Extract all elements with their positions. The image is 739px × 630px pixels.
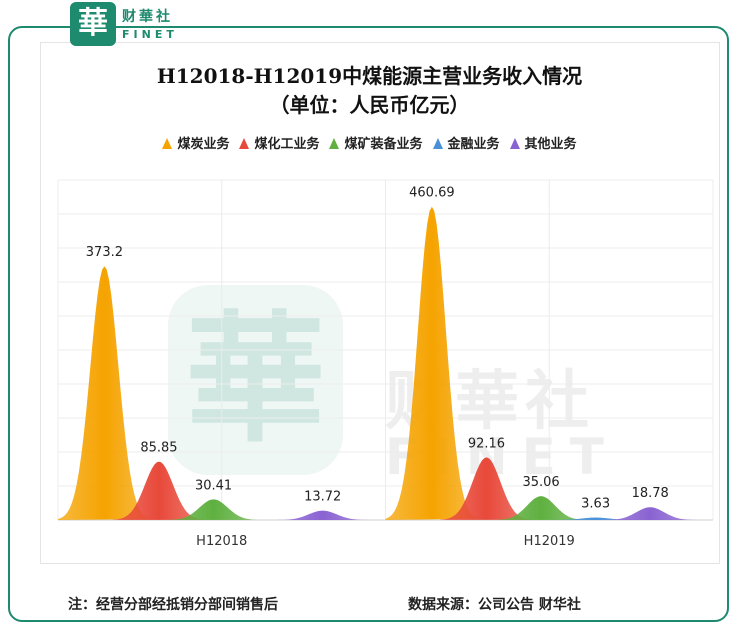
legend-label: 煤化工业务 xyxy=(254,137,320,152)
brand-name-en: FINET xyxy=(122,28,178,41)
data-label: 18.78 xyxy=(632,486,669,501)
peak-H12018-2 xyxy=(167,499,260,520)
data-label: 30.41 xyxy=(195,478,232,493)
plot-panel xyxy=(40,42,720,564)
peak-H12019-2 xyxy=(494,496,588,520)
footnote: 注：经营分部经抵销分部间销售后 xyxy=(68,597,278,613)
legend-item-0[interactable]: 煤炭业务 xyxy=(162,133,229,152)
brand-name: 财華社 FINET xyxy=(122,6,178,41)
legend-item-4[interactable]: 其他业务 xyxy=(509,133,577,152)
legend-label: 其他业务 xyxy=(524,137,577,152)
peak-H12019-4 xyxy=(603,507,697,520)
chart-title: H12018-H12019中煤能源主营业务收入情况 xyxy=(156,64,583,88)
legend-marker-icon xyxy=(239,138,250,149)
chart-frame xyxy=(8,26,729,622)
peak-H12019-0 xyxy=(385,206,479,521)
legend: 煤炭业务 煤化工业务 煤矿装备业务 金融业务 其他业务 xyxy=(0,133,739,152)
peak-H12019-1 xyxy=(440,457,533,520)
data-label: 3.63 xyxy=(581,497,610,512)
legend-label: 煤矿装备业务 xyxy=(344,137,423,152)
data-label: 92.16 xyxy=(468,436,505,451)
legend-label: 金融业务 xyxy=(447,137,500,152)
data-label: 35.06 xyxy=(522,475,559,490)
x-tick-label: H12019 xyxy=(524,534,575,549)
x-tick-label: H12018 xyxy=(196,534,247,549)
legend-label: 煤炭业务 xyxy=(177,137,230,152)
legend-marker-icon xyxy=(162,138,173,149)
finet-logo-icon: 華 xyxy=(70,2,116,46)
legend-item-3[interactable]: 金融业务 xyxy=(432,133,500,152)
peak-H12018-1 xyxy=(112,461,206,520)
chart-subtitle: （单位：人民币亿元） xyxy=(269,93,470,117)
legend-item-1[interactable]: 煤化工业务 xyxy=(239,133,319,152)
data-label: 85.85 xyxy=(140,441,177,456)
data-label: 460.69 xyxy=(409,186,455,201)
legend-marker-icon xyxy=(329,138,340,149)
data-source: 数据来源：公司公告 财华社 xyxy=(408,597,581,613)
data-label: 13.72 xyxy=(304,490,341,505)
legend-marker-icon xyxy=(509,138,520,149)
peak-H12018-4 xyxy=(276,510,370,520)
peak-H12018-0 xyxy=(58,266,151,520)
legend-marker-icon xyxy=(432,138,443,149)
data-label: 373.2 xyxy=(86,245,123,260)
brand-name-cn: 财華社 xyxy=(122,9,173,25)
watermark-logo-icon: 華 xyxy=(168,285,343,475)
legend-item-2[interactable]: 煤矿装备业务 xyxy=(329,133,423,152)
